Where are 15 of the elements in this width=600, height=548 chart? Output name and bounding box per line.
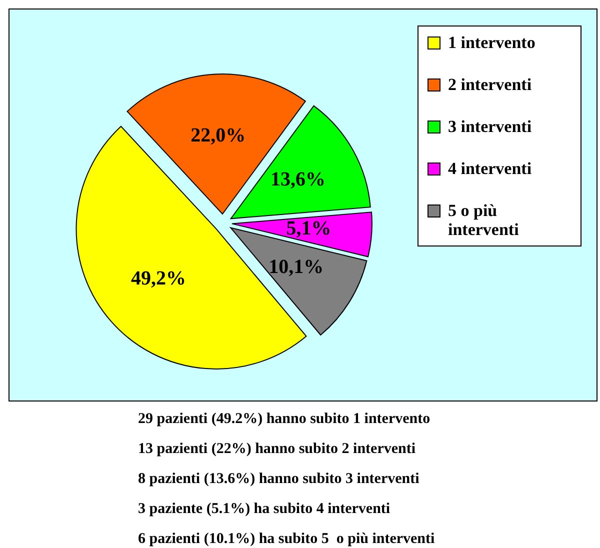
- text: 6 pazienti (10.1%) ha subito 5 o più interventi: [138, 531, 435, 547]
- text: 29 pazienti (49.2%) hanno subito 1 intervento: [138, 411, 430, 427]
- data-label: 10,1%: [268, 256, 324, 278]
- data-label: 13,6%: [270, 168, 326, 191]
- text: 13 pazienti (22%) hanno subito 2 interventi: [138, 441, 416, 457]
- data-label: 49,2%: [131, 268, 186, 290]
- legend-label: 3 interventi: [448, 116, 532, 136]
- legend-label: 4 interventi: [448, 158, 532, 178]
- data-label: 5,1%: [286, 217, 332, 240]
- legend-label: 2 interventi: [448, 74, 532, 94]
- legend-label: 1 intervento: [448, 32, 536, 52]
- text: 8 pazienti (13.6%) hanno subito 3 interventi: [138, 471, 420, 487]
- data-label: 22,0%: [190, 124, 246, 147]
- legend-label: 5 o più interventi: [448, 200, 520, 239]
- text: 3 paziente (5.1%) ha subito 4 interventi: [138, 501, 390, 517]
